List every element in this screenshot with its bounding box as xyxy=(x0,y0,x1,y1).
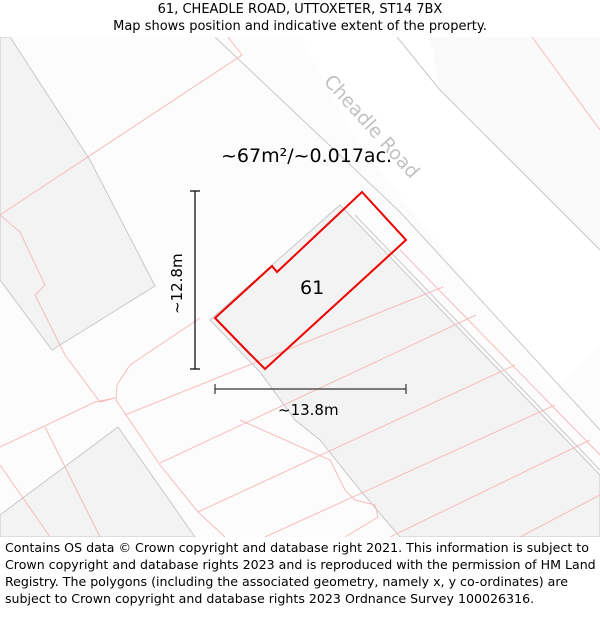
pavement-parcel-edge xyxy=(399,249,600,456)
terrace-buildings xyxy=(209,204,600,537)
cheadle-road-area xyxy=(300,37,600,390)
property-address-title: 61, CHEADLE ROAD, UTTOXETER, ST14 7BX xyxy=(157,2,443,17)
property-map[interactable]: Cheadle Road ~67m²/~0.017ac. 61 ~12.8m ~… xyxy=(0,37,600,537)
parcel-line xyxy=(0,464,51,537)
parcel-line xyxy=(239,419,379,537)
parcel-line xyxy=(197,364,516,513)
height-dimension-label: ~12.8m xyxy=(168,253,186,314)
area-label: ~67m²/~0.017ac. xyxy=(221,145,392,167)
width-dimension-label: ~13.8m xyxy=(278,401,339,419)
parcel-line xyxy=(115,317,226,537)
parcel-line xyxy=(0,397,116,448)
parcel-line xyxy=(0,214,116,403)
parcel-line xyxy=(531,37,600,131)
building-top-left xyxy=(0,37,156,351)
map-subtitle: Map shows position and indicative extent… xyxy=(113,19,487,34)
parcel-line xyxy=(519,494,600,537)
width-dimension: ~13.8m xyxy=(214,384,407,419)
copyright-attribution: Contains OS data © Crown copyright and d… xyxy=(5,540,596,606)
parcel-line xyxy=(44,426,101,537)
map-header: 61, CHEADLE ROAD, UTTOXETER, ST14 7BX Ma… xyxy=(0,0,600,38)
height-dimension: ~12.8m xyxy=(168,190,200,370)
property-boundary[interactable] xyxy=(213,190,408,371)
road-edge-left xyxy=(214,37,600,431)
parcel-line xyxy=(389,439,591,537)
parcel-line xyxy=(0,37,243,216)
building-bottom-left xyxy=(0,426,196,537)
pavement-edge xyxy=(354,214,600,471)
road-right-verge xyxy=(430,37,600,250)
parcel-line xyxy=(264,404,556,537)
property-number-label: 61 xyxy=(300,277,324,299)
road-edge-right xyxy=(396,37,600,251)
map-canvas: Cheadle Road ~67m²/~0.017ac. 61 ~12.8m ~… xyxy=(0,37,600,537)
